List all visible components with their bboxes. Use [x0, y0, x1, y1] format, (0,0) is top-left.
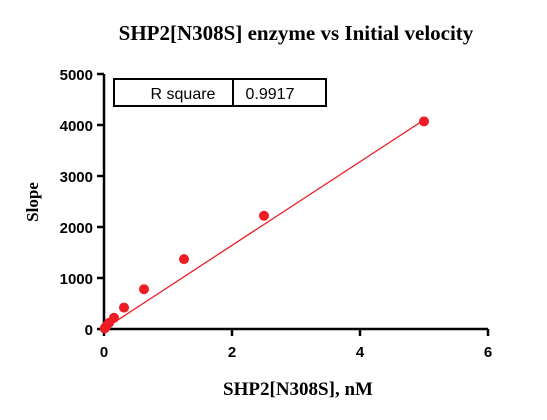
chart-title: SHP2[N308S] enzyme vs Initial velocity: [119, 21, 474, 45]
y-axis-label: Slope: [23, 182, 42, 222]
data-point: [139, 284, 149, 295]
data-point: [259, 210, 269, 221]
data-point: [108, 312, 119, 323]
y-tick-label: 3000: [60, 169, 93, 186]
x-tick-label: 0: [100, 344, 108, 361]
r-square-table-border: [113, 78, 327, 107]
r-square-value: 0.9917: [246, 86, 295, 103]
axes: 0 1000 2000 3000 4000 5000 0 2 4 6: [60, 67, 493, 361]
y-tick-label: 5000: [60, 67, 93, 84]
data-points: [99, 116, 429, 334]
x-tick-label: 2: [228, 344, 236, 361]
regression-line: [103, 119, 425, 330]
y-tick-label: 1000: [60, 271, 93, 288]
x-tick-label: 6: [484, 344, 492, 361]
y-tick-label: 0: [85, 322, 93, 339]
y-tick-label: 2000: [60, 220, 93, 237]
fit-line-group: [103, 119, 425, 330]
x-axis-label: SHP2[N308S], nM: [223, 379, 373, 400]
r-square-label: R square: [151, 86, 216, 103]
data-point: [179, 254, 189, 265]
r-square-table: R square 0.9917: [113, 78, 327, 107]
x-tick-label: 4: [356, 344, 365, 361]
y-tick-label: 4000: [60, 118, 93, 135]
data-point: [419, 116, 429, 127]
data-point: [119, 302, 129, 313]
